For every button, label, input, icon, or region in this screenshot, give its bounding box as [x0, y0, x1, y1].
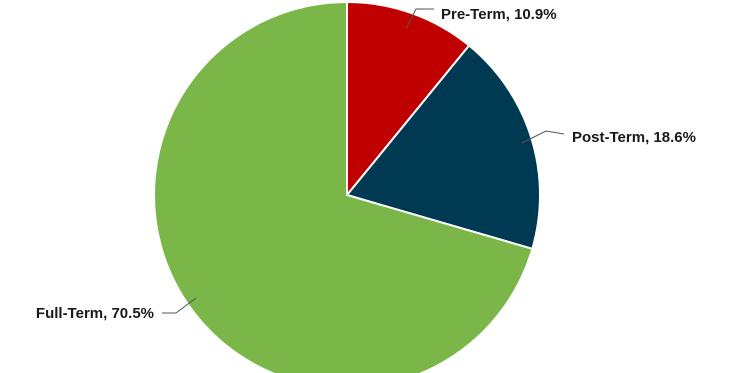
connector-full-term [162, 297, 197, 314]
data-label-full-term: Full-Term, 70.5% [36, 305, 154, 322]
labels-layer: Pre-Term, 10.9% Post-Term, 18.6% Full-Term… [36, 6, 696, 322]
data-label-post-term: Post-Term, 18.6% [572, 129, 696, 146]
data-label-pre-term: Pre-Term, 10.9% [441, 6, 557, 23]
connectors-layer [162, 8, 565, 314]
connector-pre-term [405, 8, 434, 30]
pie-slice-full-term [153, 1, 534, 373]
connector-post-term [521, 130, 565, 144]
pie-slice-pre-term [346, 1, 471, 196]
slices-layer [153, 1, 541, 373]
pie-slice-post-term [346, 44, 541, 250]
